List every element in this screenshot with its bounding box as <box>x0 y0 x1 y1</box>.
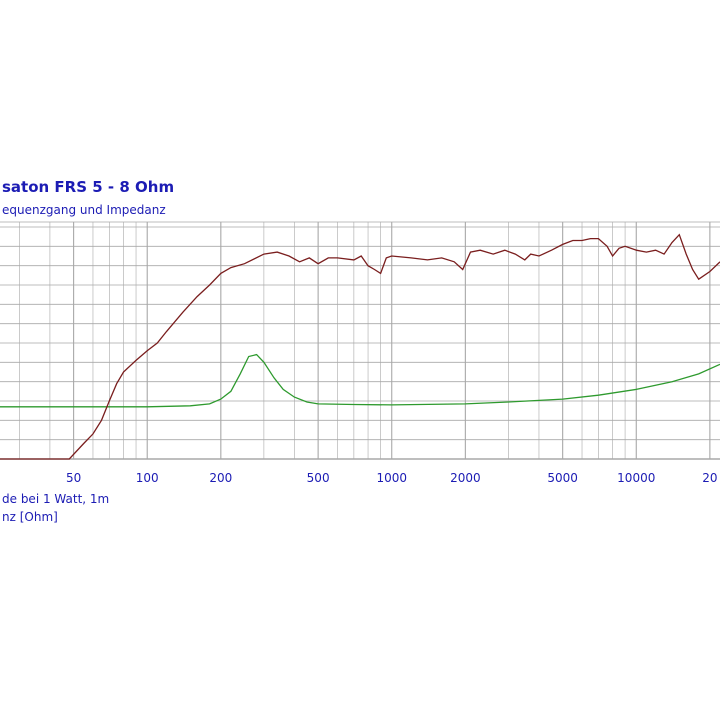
chart-title: saton FRS 5 - 8 Ohm <box>2 178 174 196</box>
plot-area <box>0 233 720 460</box>
x-tick-label: 50 <box>66 471 81 485</box>
x-tick-label: 100 <box>136 471 159 485</box>
grid-lines <box>0 221 720 460</box>
chart-subtitle: equenzgang und Impedanz <box>2 203 166 217</box>
impedance-line <box>0 353 720 408</box>
x-tick-label: 1000 <box>376 471 407 485</box>
x-tick-label: 500 <box>307 471 330 485</box>
x-tick-label: 10000 <box>617 471 655 485</box>
x-tick-label: 20 <box>702 471 717 485</box>
x-axis-tick-labels: 50 100 200 500 1000 2000 5000 10000 20 <box>66 471 718 485</box>
x-tick-label: 200 <box>209 471 232 485</box>
x-tick-label: 5000 <box>547 471 578 485</box>
x-tick-label: 2000 <box>450 471 481 485</box>
legend-impedance-label: nz [Ohm] <box>2 510 58 524</box>
spl-line <box>0 233 720 460</box>
legend-spl-label: de bei 1 Watt, 1m <box>2 492 109 506</box>
